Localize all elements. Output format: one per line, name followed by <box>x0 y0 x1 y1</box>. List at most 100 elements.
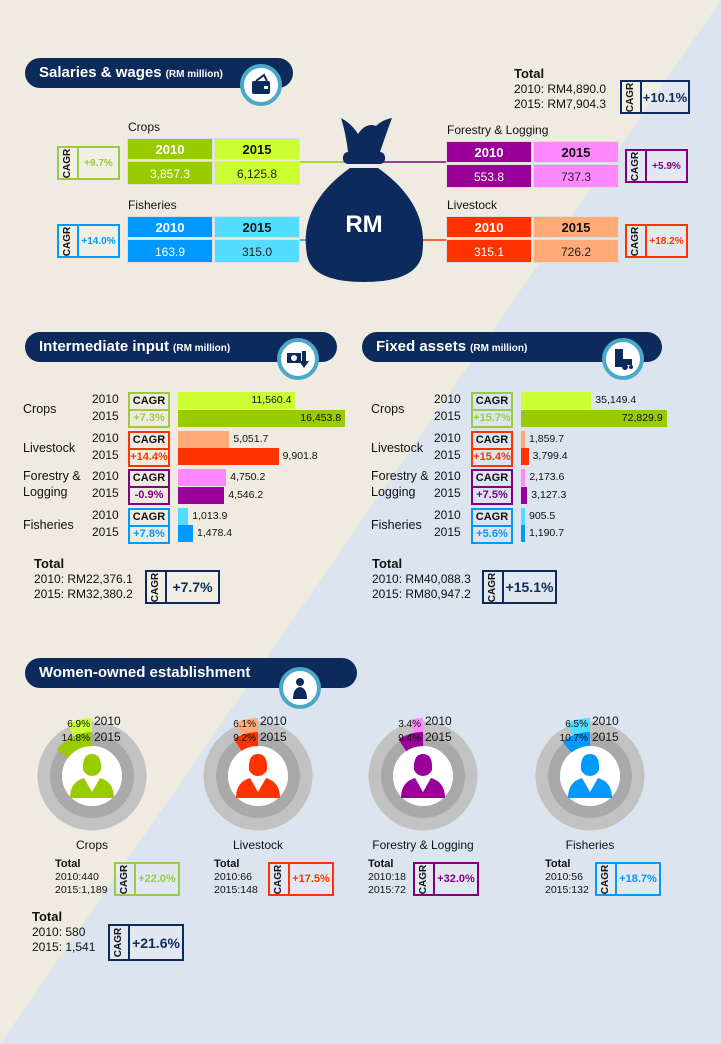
cagr-value: +15.4% <box>473 450 511 463</box>
total-2015: 2015: RM80,947.2 <box>372 587 471 601</box>
cagr-label: CAGR <box>119 864 131 894</box>
cagr-value: +7.3% <box>133 412 165 424</box>
year-label-2010: 2010 <box>92 507 119 522</box>
cagr-box: CAGR +32.0% <box>413 862 479 896</box>
total-2010: 2010: RM4,890.0 <box>514 82 607 96</box>
cagr-label-cell: CAGR <box>110 926 130 959</box>
table-value-2010: 3,857.3 <box>127 161 213 185</box>
cagr-label: CAGR <box>113 927 125 958</box>
cagr-value: +32.0% <box>437 873 475 885</box>
fixed-assets-header-unit: (RM million) <box>470 343 528 354</box>
cagr-value: +14.4% <box>130 450 168 463</box>
woman-icon <box>279 667 321 709</box>
cagr-label-cell: CAGR <box>116 864 136 894</box>
woman-body <box>70 778 114 798</box>
year-label-2015: 2015 <box>260 730 287 744</box>
cagr-box: CAGR +15.4% <box>471 430 513 467</box>
cagr-value: +7.5% <box>476 489 508 501</box>
total-2010: 2010: RM22,376.1 <box>34 572 133 586</box>
share-2010-label: 6.1% <box>233 719 256 730</box>
share-2010-label: 6.9% <box>67 719 90 730</box>
tractor-body <box>623 359 632 365</box>
bar-2015 <box>178 525 194 542</box>
wallet-clasp <box>264 86 268 89</box>
year-label-2010: 2010 <box>92 392 119 406</box>
year-label-2010: 2010 <box>260 714 287 728</box>
category-label: Fisheries <box>565 838 615 852</box>
total-label: Total <box>545 858 571 870</box>
year-label-2015: 2015 <box>434 409 461 423</box>
cagr-label-cell: CAGR <box>627 226 647 256</box>
cagr-value: +14.0% <box>81 235 116 247</box>
money-bag-graphic: RM <box>300 118 446 282</box>
bar-2010 <box>178 507 189 525</box>
table-header-2015: 2015 <box>214 216 300 238</box>
table-value-2010: 163.9 <box>127 239 213 263</box>
woman-head <box>82 754 102 776</box>
cagr-value: +22.0% <box>138 873 176 885</box>
intermediate-input-header-title: Intermediate input <box>39 338 170 355</box>
woman-body <box>568 778 612 798</box>
total-2010: 2010:18 <box>368 871 406 883</box>
share-2015-label: 10.7% <box>560 733 588 744</box>
cagr-box: CAGR +7.7% <box>145 570 220 604</box>
table-header-2010: 2010 <box>446 216 532 238</box>
woman-head <box>296 678 304 686</box>
bar-2010 <box>178 392 296 409</box>
bar-2010 <box>178 430 230 448</box>
cash-down-icon-glyph <box>287 351 309 368</box>
cagr-box: CAGR +9.7% <box>57 146 120 180</box>
sector-label: Crops <box>128 120 161 134</box>
category-label: Fisheries <box>371 517 422 532</box>
bar-value-label: 72,829.9 <box>621 411 663 424</box>
category-label: Forestry & Logging <box>372 838 474 852</box>
bar-value-label: 9,901.8 <box>282 450 318 462</box>
woman-head <box>413 754 433 776</box>
cagr-label-cell: CAGR <box>627 151 647 181</box>
table-value-2010: 553.8 <box>446 164 532 188</box>
year-label-2010: 2010 <box>94 714 121 728</box>
cagr-value: +10.1% <box>642 89 688 105</box>
cagr-label-cell: CAGR <box>597 864 617 894</box>
cagr-value: +15.1% <box>505 579 554 595</box>
category-label: Crops <box>371 402 405 416</box>
bar-value-label: 11,560.4 <box>251 394 292 406</box>
cagr-value: +9.7% <box>84 157 113 169</box>
sector-label: Forestry & Logging <box>447 123 549 137</box>
category-label: Crops <box>23 402 57 416</box>
cagr-label-cell: CAGR <box>59 148 79 178</box>
cagr-box: CAGR +5.9% <box>625 149 688 183</box>
total-label: Total <box>32 909 63 924</box>
total-2015: 2015:132 <box>545 884 589 896</box>
cagr-box: CAGR +10.1% <box>620 80 690 114</box>
category-label: Crops <box>75 838 108 852</box>
cash-down-icon <box>277 338 319 380</box>
total-label: Total <box>368 858 394 870</box>
total-2010: 2010: RM40,088.3 <box>372 572 471 586</box>
year-label-2015: 2015 <box>92 409 119 423</box>
bar-2015 <box>178 448 279 465</box>
cagr-label: CAGR <box>418 864 430 894</box>
year-label-2010: 2010 <box>434 392 461 406</box>
bar-2010 <box>178 469 227 486</box>
cagr-box: CAGR +15.7% <box>471 392 513 428</box>
table-value-2015: 6,125.8 <box>214 161 300 185</box>
bag-top <box>341 118 392 152</box>
cagr-box: CAGR +5.6% <box>471 507 513 544</box>
cagr-label-cell: CAGR <box>147 572 167 602</box>
bar-value-label: 4,750.2 <box>230 471 266 483</box>
share-2015-segment <box>233 732 258 751</box>
total-label: Total <box>55 858 81 870</box>
share-2015-label: 14.8% <box>62 733 90 744</box>
year-label-2010: 2010 <box>92 430 119 445</box>
cagr-value: +5.6% <box>476 527 508 540</box>
bar-2015 <box>178 409 346 427</box>
tractor-wheel <box>622 364 628 370</box>
cagr-label: CAGR <box>130 433 168 450</box>
total-label: Total <box>514 66 545 81</box>
total-2010: 2010: 580 <box>32 925 86 939</box>
bag-tie <box>343 152 385 164</box>
cagr-label-cell: CAGR <box>484 572 504 602</box>
